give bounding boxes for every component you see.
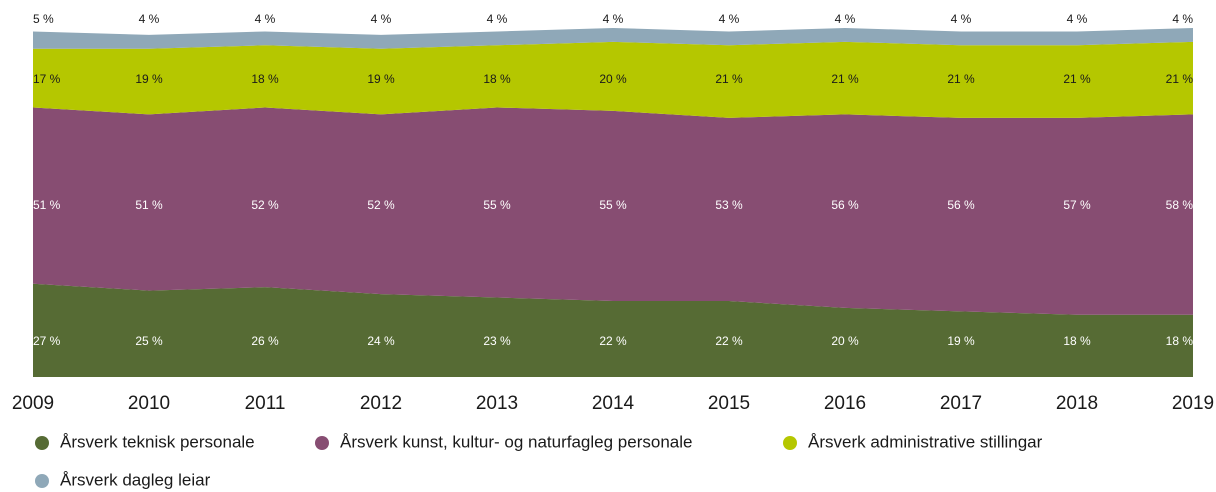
data-label: 18 % [251,72,279,86]
data-label: 51 % [33,198,61,212]
area [33,283,1193,377]
x-tick-label: 2011 [245,393,286,414]
legend-swatch [315,436,329,450]
data-label: 18 % [1166,334,1194,348]
data-label: 52 % [367,198,395,212]
data-label: 56 % [831,198,859,212]
data-label: 4 % [1172,12,1193,26]
data-label: 20 % [599,72,627,86]
legend-label: Årsverk teknisk personale [60,432,255,451]
data-label: 22 % [599,334,627,348]
legend-label: Årsverk administrative stillingar [808,432,1043,451]
data-label: 4 % [603,12,624,26]
data-label: 21 % [831,72,859,86]
data-label: 55 % [599,198,627,212]
data-label: 19 % [367,72,395,86]
data-label: 21 % [1063,72,1091,86]
data-label: 4 % [487,12,508,26]
data-label: 25 % [135,334,163,348]
data-label: 4 % [835,12,856,26]
data-label: 56 % [947,198,975,212]
data-label: 19 % [135,72,163,86]
data-label: 58 % [1166,198,1194,212]
x-tick-label: 2016 [824,393,866,414]
data-label: 4 % [951,12,972,26]
data-label: 4 % [139,12,160,26]
data-label: 55 % [483,198,511,212]
data-label: 57 % [1063,198,1091,212]
data-label: 24 % [367,334,395,348]
data-label: 53 % [715,198,743,212]
data-label: 26 % [251,334,279,348]
data-label: 18 % [483,72,511,86]
x-tick-label: 2019 [1172,393,1214,414]
data-label: 4 % [255,12,276,26]
x-tick-label: 2013 [476,393,518,414]
data-label: 4 % [371,12,392,26]
data-label: 52 % [251,198,279,212]
data-label: 19 % [947,334,975,348]
data-label: 27 % [33,334,61,348]
legend-label: Årsverk kunst, kultur- og naturfagleg pe… [340,432,692,451]
data-label: 4 % [1067,12,1088,26]
x-tick-label: 2012 [360,393,402,414]
x-tick-label: 2017 [940,393,982,414]
x-tick-label: 2015 [708,393,750,414]
data-label: 4 % [719,12,740,26]
x-tick-label: 2009 [12,393,54,414]
data-label: 17 % [33,72,61,86]
data-label: 23 % [483,334,511,348]
data-label: 22 % [715,334,743,348]
data-label: 21 % [715,72,743,86]
area [33,107,1193,315]
legend-swatch [35,474,49,488]
data-label: 51 % [135,198,163,212]
data-label: 21 % [947,72,975,86]
data-label: 5 % [33,12,54,26]
area [33,41,1193,118]
area [33,28,1193,49]
x-tick-label: 2014 [592,393,635,414]
legend-swatch [35,436,49,450]
data-label: 20 % [831,334,859,348]
data-label: 18 % [1063,334,1091,348]
legend-label: Årsverk dagleg leiar [60,470,211,489]
x-tick-label: 2018 [1056,393,1098,414]
legend-swatch [783,436,797,450]
x-tick-label: 2010 [128,393,170,414]
data-label: 21 % [1166,72,1194,86]
